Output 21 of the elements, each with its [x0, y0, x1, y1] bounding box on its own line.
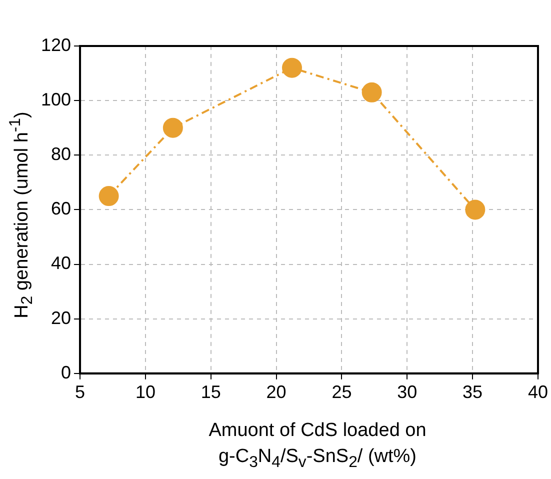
x-tick-label: 15	[200, 382, 221, 402]
x-tick-label: 25	[332, 382, 352, 402]
y-tick-label: 120	[40, 34, 72, 55]
y-tick-label: 60	[51, 198, 72, 219]
point	[98, 186, 119, 206]
x-tick-label: 10	[135, 382, 156, 402]
x-tick-label: 5	[75, 382, 86, 402]
x-tick-label: 30	[397, 382, 418, 402]
x-tick-label: 35	[462, 382, 483, 402]
y-tick-label: 0	[61, 362, 72, 382]
x-tick-label: 40	[528, 382, 548, 402]
point	[162, 118, 183, 138]
point	[465, 200, 486, 220]
x-tick-label: 20	[266, 382, 286, 402]
point	[362, 82, 382, 102]
y-tick-label: 100	[40, 90, 72, 110]
y-tick-label: 80	[51, 144, 72, 164]
point	[282, 58, 302, 78]
y-tick-label: 20	[51, 308, 72, 328]
text: Amuont of CdS loaded on g-C$_{3}$N$_{4}$/S$_{v}$-SnS$_{2}$/ (wt%)	[208, 420, 426, 471]
y-tick-label: 40	[51, 253, 72, 274]
